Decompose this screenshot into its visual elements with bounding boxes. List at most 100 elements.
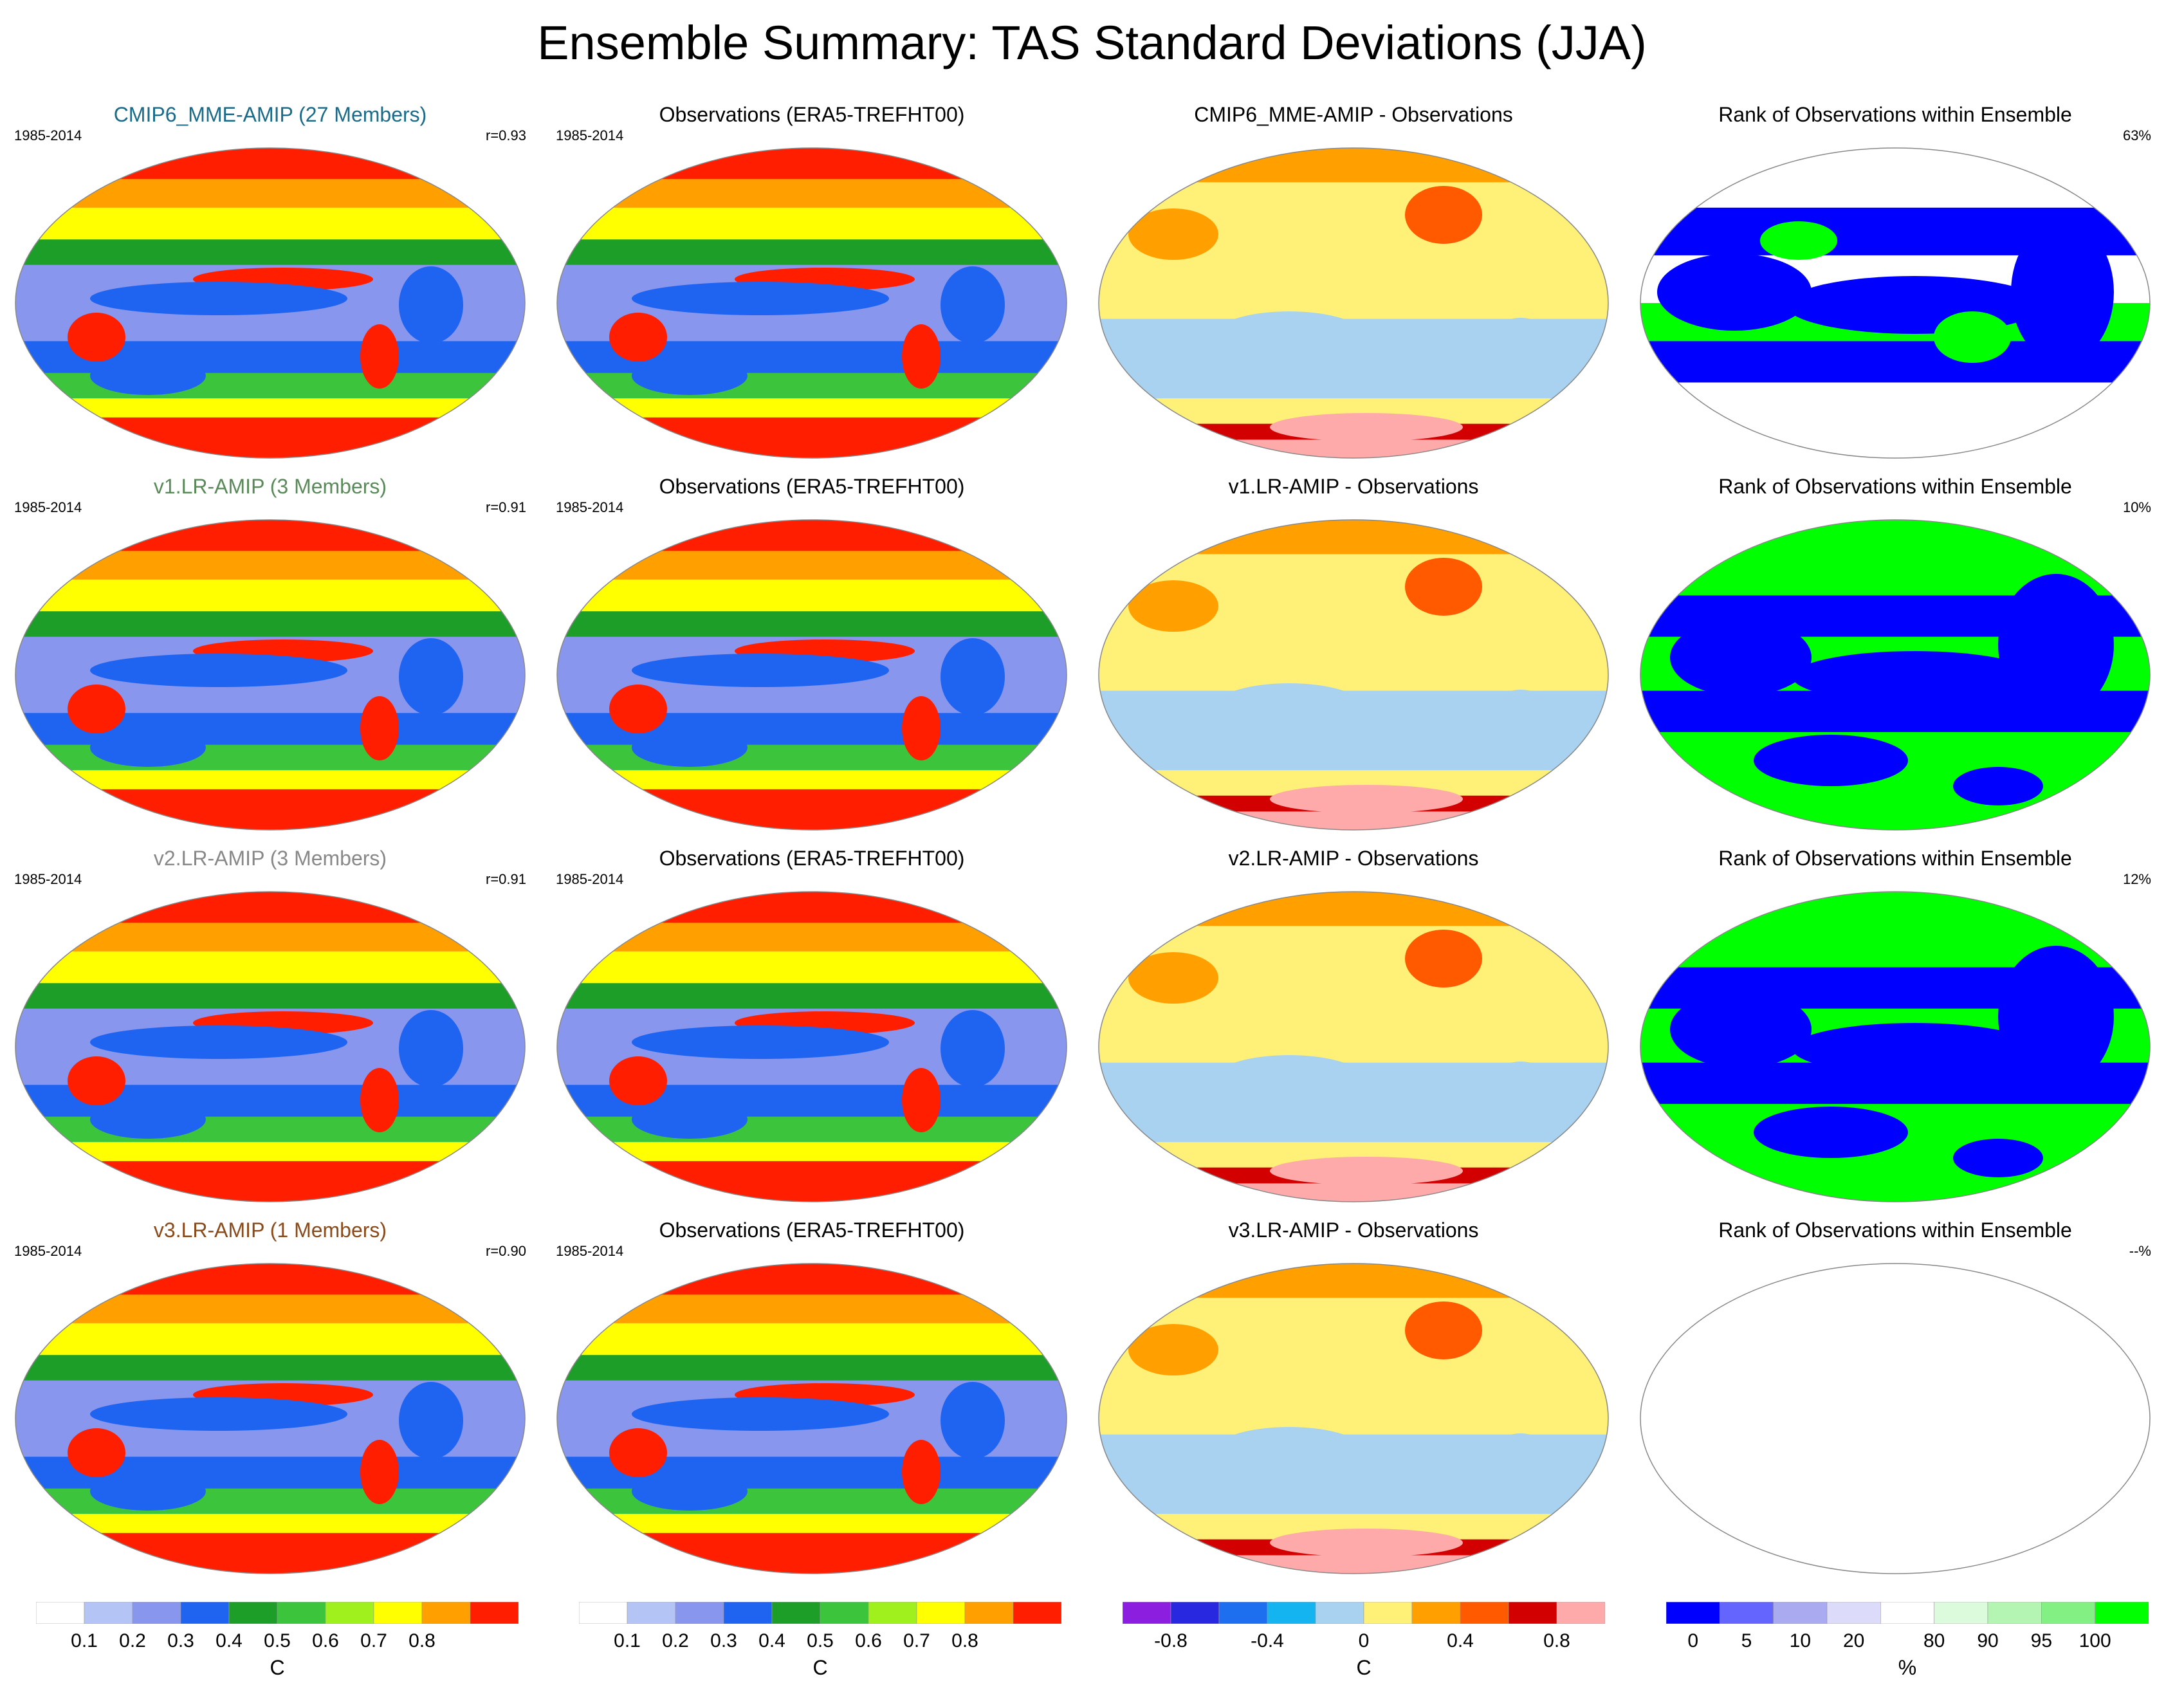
map-region [1405, 186, 1482, 244]
map-region [632, 1472, 748, 1511]
colorbar-box [1556, 1602, 1605, 1624]
colorbar-boxes [1123, 1602, 1605, 1624]
map [1098, 891, 1609, 1202]
panel-title: v2.LR-AMIP (3 Members) [153, 847, 387, 870]
colorbar-tick: 0.2 [662, 1630, 689, 1651]
panel-title: v3.LR-AMIP - Observations [1228, 1218, 1479, 1242]
map-band [15, 520, 525, 552]
map-region [1934, 311, 2011, 363]
map-outline [556, 1263, 1067, 1574]
panel-correlation: 63% [2122, 127, 2151, 143]
colorbar-tick: 0.5 [807, 1630, 834, 1651]
colorbar-box [723, 1602, 773, 1624]
map-region [1270, 1157, 1463, 1185]
colorbar: 0 5 10 20 80 90 95 100 % [1666, 1602, 2149, 1692]
map-band [15, 892, 525, 924]
panel-title: Observations (ERA5-TREFHT00) [659, 1218, 965, 1242]
map-outline [1640, 519, 2151, 831]
map-outline [15, 519, 526, 831]
map-region [632, 1397, 889, 1431]
colorbar-box [1123, 1602, 1171, 1624]
map-band [557, 1355, 1067, 1381]
map-region [360, 1068, 399, 1132]
colorbar-tick: 20 [1842, 1630, 1865, 1651]
map-band [557, 1488, 1067, 1515]
colorbar-tick: 0.7 [360, 1630, 387, 1651]
panel: Observations (ERA5-TREFHT00) 1985-2014 [555, 102, 1069, 462]
map-band [15, 179, 525, 208]
map-band [15, 1355, 525, 1381]
map-band [557, 1161, 1067, 1202]
panel-years: 1985-2014 [14, 127, 82, 143]
map-outline [15, 891, 526, 1202]
panel: v1.LR-AMIP - Observations [1096, 474, 1611, 834]
map-region [632, 356, 748, 395]
colorbar-tick: 0.4 [758, 1630, 785, 1651]
map [15, 147, 526, 459]
map-outline [15, 147, 526, 459]
colorbar-boxes [36, 1602, 518, 1624]
map-band [15, 207, 525, 241]
colorbar-unit: C [812, 1656, 828, 1679]
map-band [557, 611, 1067, 638]
map-region [1128, 208, 1218, 260]
map-band [557, 770, 1067, 790]
panel-title: Observations (ERA5-TREFHT00) [659, 103, 965, 126]
map-region [1792, 651, 2037, 703]
map-region [1212, 683, 1366, 735]
map [1640, 519, 2151, 831]
map-band [1099, 892, 1608, 927]
panel: CMIP6_MME-AMIP (27 Members) 1985-2014 r=… [13, 102, 528, 462]
panel-title: v2.LR-AMIP - Observations [1228, 847, 1479, 870]
map-band [557, 892, 1067, 924]
map [556, 147, 1067, 459]
colorbar-tick: 0 [1358, 1630, 1370, 1651]
map-band [557, 417, 1067, 458]
colorbar-box [1934, 1602, 1988, 1624]
panel-title: v3.LR-AMIP (1 Members) [153, 1218, 387, 1242]
map-region [902, 1440, 941, 1504]
map-region [1998, 946, 2114, 1087]
map-band [15, 770, 525, 790]
map-outline [1098, 519, 1609, 831]
colorbar-box [1411, 1602, 1461, 1624]
map-region [399, 266, 463, 344]
map-band [1099, 1264, 1608, 1299]
panel: Observations (ERA5-TREFHT00) 1985-2014 [555, 1217, 1069, 1577]
map-band [557, 179, 1067, 208]
colorbar-box [675, 1602, 724, 1624]
panel: v2.LR-AMIP - Observations [1096, 845, 1611, 1206]
map-region [2011, 221, 2114, 363]
colorbar-box [1218, 1602, 1268, 1624]
colorbar-box [1720, 1602, 1774, 1624]
map-outline [1640, 891, 2151, 1202]
colorbar-box [868, 1602, 917, 1624]
map-region [1482, 1433, 1559, 1511]
map [556, 891, 1067, 1202]
panel-correlation: 12% [2122, 871, 2151, 887]
colorbar-box [1460, 1602, 1509, 1624]
map-band [1640, 148, 2150, 208]
map-region [632, 282, 889, 315]
map-region [1760, 221, 1837, 260]
map-region [1270, 413, 1463, 441]
panel-title: Rank of Observations within Ensemble [1718, 1218, 2072, 1242]
colorbar-tick: 0.4 [1447, 1630, 1474, 1651]
colorbar-box [2095, 1602, 2149, 1624]
map-outline [1640, 147, 2151, 459]
map-band [1099, 1555, 1608, 1574]
map-band [557, 1264, 1067, 1296]
colorbar-tick: 0.8 [1543, 1630, 1570, 1651]
map-region [1128, 1324, 1218, 1375]
colorbar: -0.8 -0.4 0 0.4 0.8 C [1123, 1602, 1605, 1692]
map [1098, 147, 1609, 459]
map-region [902, 696, 941, 760]
colorbar-box [421, 1602, 471, 1624]
map-band [15, 611, 525, 638]
map-band [1099, 182, 1608, 208]
panel: Observations (ERA5-TREFHT00) 1985-2014 [555, 845, 1069, 1206]
page-title: Ensemble Summary: TAS Standard Deviation… [537, 16, 1647, 69]
panel-years: 1985-2014 [556, 127, 624, 143]
colorbar-tick: 0.1 [71, 1630, 98, 1651]
colorbar-box [36, 1602, 85, 1624]
